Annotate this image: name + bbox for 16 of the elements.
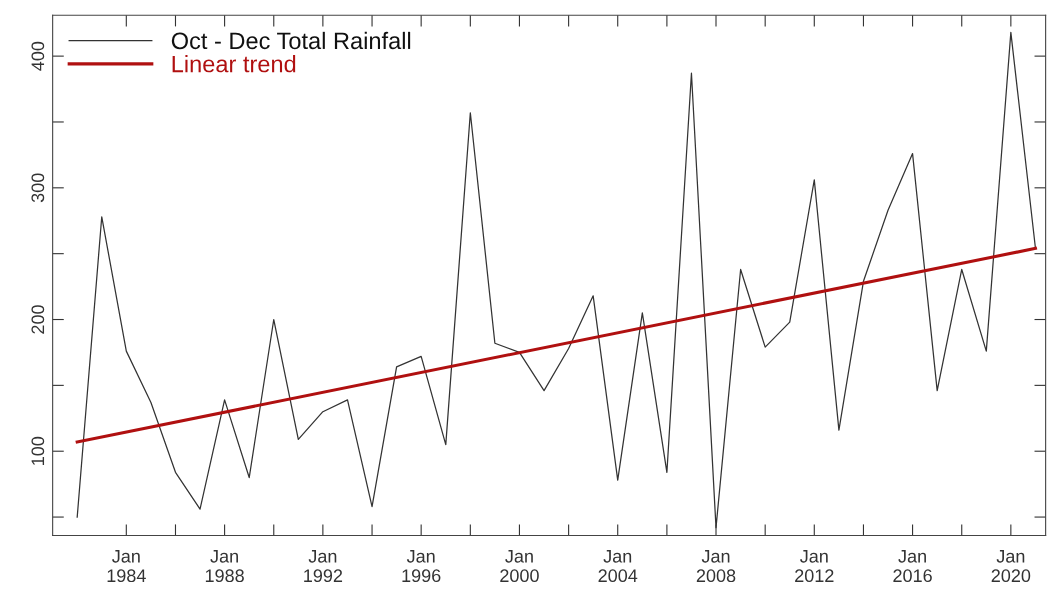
x-tick-label: Jan 2000 [500,550,539,583]
x-tick-label: Jan 1996 [402,550,441,583]
y-tick-label: 200 [31,305,45,334]
y-tick-label: 400 [31,41,45,71]
x-tick-label: Jan 2004 [598,550,638,583]
legend-label: Linear trend [172,55,296,73]
legend-label: Oct - Dec Total Rainfall [171,31,411,50]
x-tick-label: Jan 1988 [205,550,244,583]
y-tick-label: 300 [31,173,45,203]
x-tick-label: Jan 2020 [991,550,1031,583]
x-tick-label: Jan 2008 [696,550,736,583]
x-tick-label: Jan 2016 [893,550,932,583]
x-tick-label: Jan 1992 [304,550,343,583]
y-tick-label: 100 [31,436,45,465]
x-tick-label: Jan 2012 [795,550,834,583]
x-tick-label: Jan 1984 [107,550,146,583]
